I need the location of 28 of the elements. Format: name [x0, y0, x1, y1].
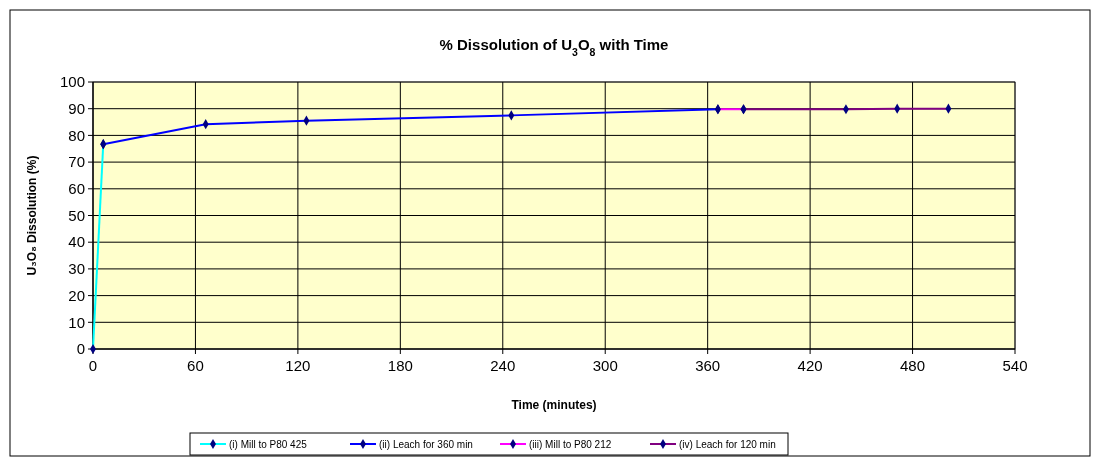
x-tick-label: 60: [187, 357, 204, 374]
chart-title: % Dissolution of U$_{3}$O$_{8}$ with Time: [439, 36, 669, 58]
y-tick-label: 0: [76, 340, 85, 358]
x-tick-label: 480: [900, 357, 926, 374]
y-tick-label: 70: [68, 153, 85, 171]
x-tick-label: 240: [490, 357, 516, 374]
y-tick-label: 20: [68, 286, 85, 304]
x-tick-label: 180: [387, 357, 413, 374]
y-tick-label: 90: [68, 99, 85, 117]
y-tick-label: 100: [59, 73, 85, 91]
x-tick-label: 0: [88, 357, 98, 374]
legend-label: (iii) Mill to P80 212: [529, 438, 612, 450]
x-tick-label: 120: [285, 357, 311, 374]
x-axis-title: Time (minutes): [511, 398, 597, 412]
legend-label: (i) Mill to P80 425: [229, 438, 308, 450]
y-tick-label: 60: [68, 180, 85, 198]
x-tick-label: 420: [797, 357, 823, 374]
x-tick-label: 360: [695, 357, 721, 374]
legend-label: (ii) Leach for 360 min: [379, 438, 473, 450]
y-tick-label: 30: [68, 260, 85, 278]
x-tick-label: 300: [592, 357, 618, 374]
x-tick-label: 540: [1002, 357, 1028, 374]
y-tick-label: 40: [68, 233, 85, 251]
y-axis-title: U₃O₈ Dissolution (%): [25, 155, 39, 276]
y-tick-label: 80: [68, 126, 85, 144]
legend-label: (iv) Leach for 120 min: [679, 438, 776, 450]
y-tick-label: 10: [68, 313, 85, 331]
y-tick-label: 50: [68, 206, 85, 224]
